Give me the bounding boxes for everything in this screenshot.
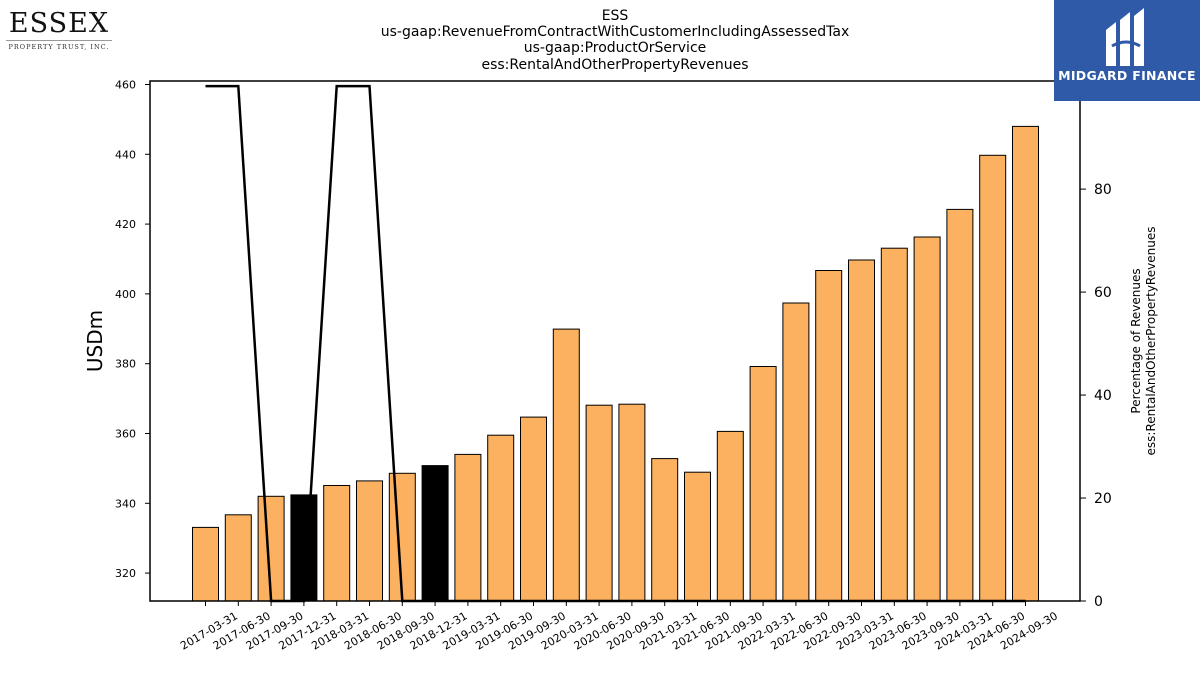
plot-frame [149,80,1081,602]
bar-2019-03-31 [454,453,482,602]
midgard-mark-icon [1106,8,1144,66]
y-axis-label: USDm [83,310,107,372]
bar-2021-03-31 [651,458,679,602]
bar-2022-09-30 [815,270,843,602]
essex-tagline: PROPERTY TRUST, INC. [6,40,112,51]
bar-2023-06-30 [880,247,908,602]
y-tick-label-460: 460 [115,78,136,91]
bar-2024-06-30 [979,154,1007,602]
y-tick-label-360: 360 [115,427,136,440]
y-tick-label-400: 400 [115,288,136,301]
y2-tick-label-0: 0 [1094,594,1103,610]
title-line-3: us-gaap:ProductOrService [524,40,707,56]
y2-tick-label-20: 20 [1094,491,1112,507]
title-line-1: ESS [602,8,629,24]
y-tick-label-320: 320 [115,567,136,580]
bar-2023-03-31 [848,259,875,602]
bar-2021-06-30 [684,471,711,602]
bar-2020-06-30 [585,404,613,602]
y-tick-label-380: 380 [115,358,136,371]
y2-tick-label-40: 40 [1094,388,1112,404]
essex-wordmark: ESSEX [8,8,110,39]
left-axis-ticks: 320 340 360 380 400 420 440 460 [115,78,150,580]
right-axis-ticks: 020406080100 [1080,79,1121,610]
y-tick-label-340: 340 [115,497,136,510]
bar-2024-03-31 [946,208,974,602]
bar-2021-09-30 [716,430,744,602]
bar-2019-06-30 [487,434,515,602]
bar-2023-09-30 [913,236,941,602]
bar-2017-06-30 [224,514,252,602]
y-tick-label-440: 440 [115,148,136,161]
y2-tick-label-80: 80 [1094,182,1112,198]
bar-2022-03-31 [749,366,777,602]
y2-axis-label-line-2: ess:RentalAndOtherPropertyRevenues [1144,227,1158,456]
chart-title: ESS us-gaap:RevenueFromContractWithCusto… [381,8,850,73]
y2-axis-label-line-1: Percentage of Revenues [1129,268,1143,413]
midgard-logo: MIDGARD FINANCE [1054,0,1200,101]
bar-2020-09-30 [618,403,646,602]
y2-tick-label-60: 60 [1094,285,1112,301]
midgard-name: MIDGARD FINANCE [1058,68,1196,83]
title-line-2: us-gaap:RevenueFromContractWithCustomerI… [381,24,850,40]
bar-2018-12-31 [421,465,449,602]
bar-2018-03-31 [323,485,351,602]
y-tick-label-420: 420 [115,218,136,231]
bar-2020-03-31 [552,328,580,602]
bar-2024-09-30 [1012,125,1039,602]
title-line-4: ess:RentalAndOtherPropertyRevenues [481,57,748,73]
bar-2017-03-31 [192,526,219,602]
bar-series [192,125,1039,602]
essex-logo: ESSEX PROPERTY TRUST, INC. [6,10,112,51]
bar-2019-09-30 [520,416,547,602]
x-axis-ticks: 2017-03-312017-06-302017-09-302017-12-31… [178,601,1060,653]
bar-2022-06-30 [782,302,810,602]
bar-2018-06-30 [356,480,383,602]
